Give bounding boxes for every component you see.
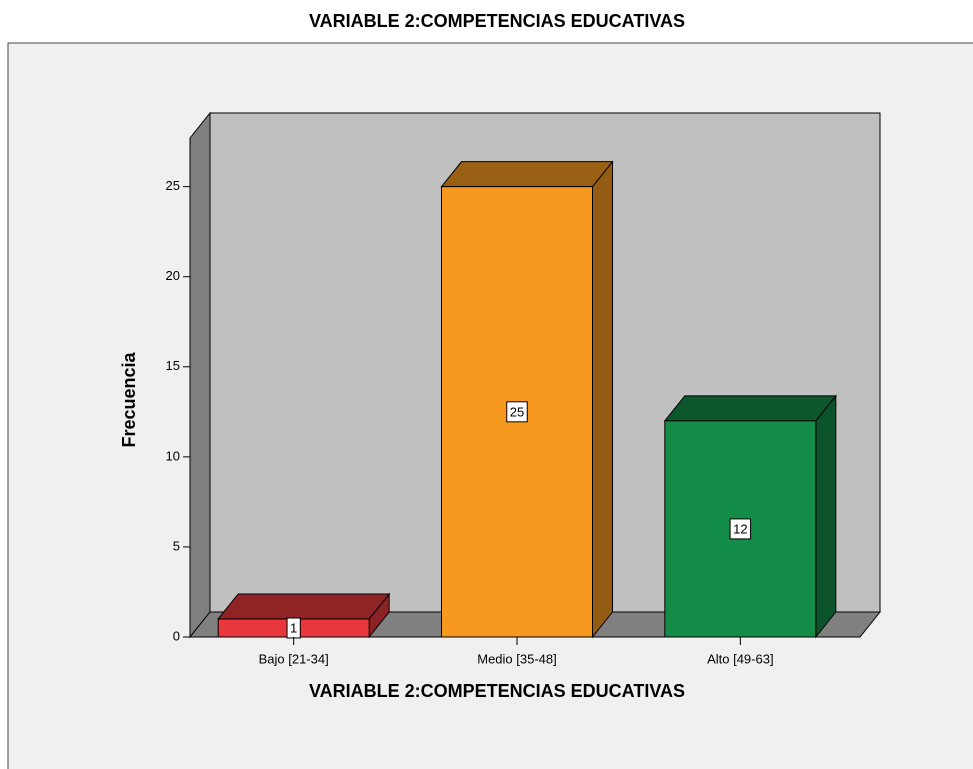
value-label: 12 [733,521,747,536]
y-tick-label: 10 [166,448,180,463]
x-tick-label: Alto [49-63] [707,651,774,666]
value-label-box [506,401,528,423]
bar-side [815,394,837,639]
y-axis-title: Frecuencia [119,351,139,447]
y-tick-label: 5 [173,538,180,553]
x-axis-title: VARIABLE 2:COMPETENCIAS EDUCATIVAS [309,681,685,701]
bar-side [592,160,613,639]
chart-title: VARIABLE 2:COMPETENCIAS EDUCATIVAS [309,11,685,31]
y-tick-label: 15 [166,358,180,373]
x-tick-label: Bajo [21-34] [259,651,329,666]
value-label-box [729,518,752,540]
value-label: 1 [290,620,297,635]
y-tick-label: 25 [166,178,180,193]
side-wall [189,111,211,639]
y-tick-label: 0 [173,628,180,643]
y-tick-label: 20 [166,268,180,283]
bar-top [663,395,837,422]
x-tick-label: Medio [35-48] [477,651,557,666]
value-label: 25 [510,404,524,419]
bar-top [217,593,391,620]
bar-top [440,161,614,188]
